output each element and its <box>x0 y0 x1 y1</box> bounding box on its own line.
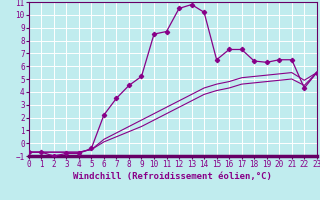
X-axis label: Windchill (Refroidissement éolien,°C): Windchill (Refroidissement éolien,°C) <box>73 172 272 181</box>
